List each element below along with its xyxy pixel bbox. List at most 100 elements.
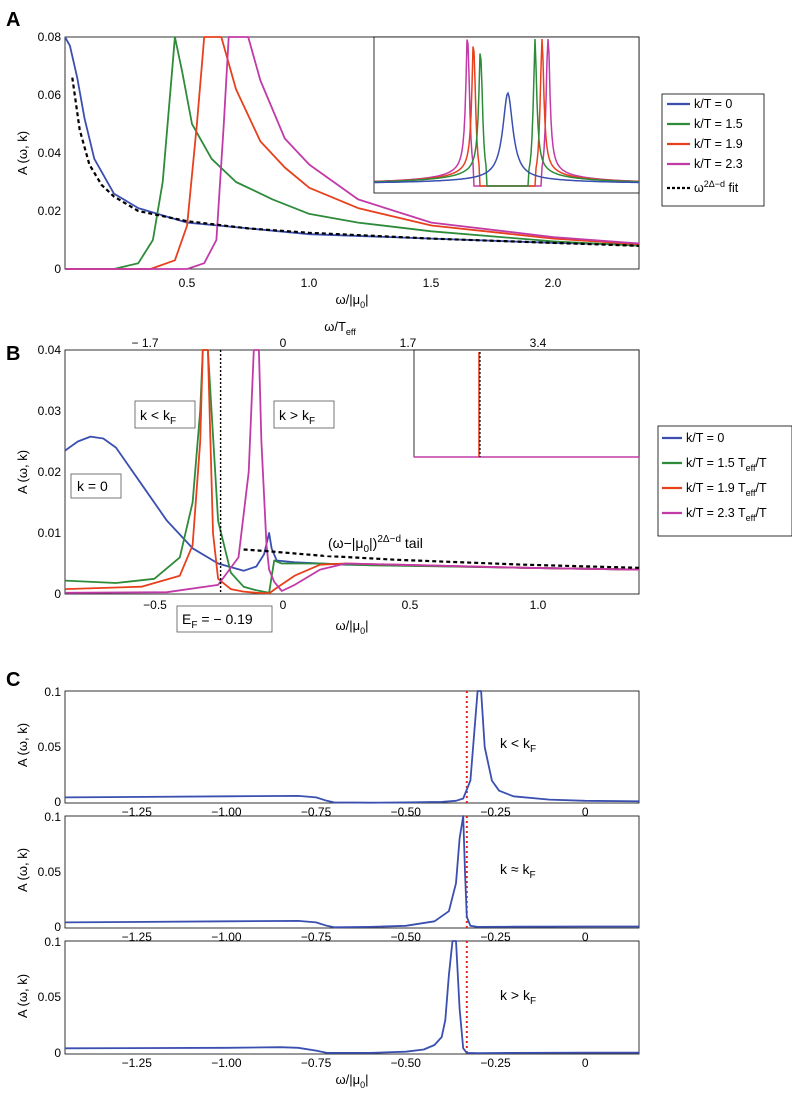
panel-c-xlabel: ω/|μ0| [335, 1072, 368, 1090]
legend-label-a0: k/T = 0 [694, 97, 732, 111]
panel-b-top-xtick: 1.7 [400, 336, 417, 350]
panel-b-ytick: 0.03 [38, 404, 62, 418]
panel-c-ytick: 0.1 [44, 685, 61, 699]
panel-b-xtick: 0.5 [402, 598, 419, 612]
panel-a-legend: k/T = 0 k/T = 1.5 k/T = 1.9 k/T = 2.3 ω2… [661, 93, 765, 207]
panel-c-xtick: −0.25 [480, 1056, 511, 1070]
series-c-1 [64, 815, 639, 929]
annotation-c1: k < kF [500, 735, 536, 755]
panel-label-c: C [6, 669, 20, 691]
panel-c-xtick: −1.25 [122, 930, 153, 944]
series-b-4 [243, 548, 640, 569]
panel-a-xtick: 0.5 [179, 276, 196, 290]
panel-b-xtick: 1.0 [530, 598, 547, 612]
legend-label-a4: ω2Δ−d fit [694, 179, 739, 195]
legend-label-b3: k/T = 2.3 Teff/T [686, 506, 767, 523]
panel-b-ylabel: A (ω, k) [15, 450, 30, 494]
annotation-fermi-energy: EF = − 0.19 [176, 605, 273, 633]
annotation-k-gt-kf: k > kF [273, 400, 335, 429]
panel-a-xlabel: ω/|μ0| [335, 292, 368, 310]
panel-a-xtick: 1.5 [423, 276, 440, 290]
panel-a-ylabel: A (ω, k) [15, 131, 30, 175]
legend-label-a3: k/T = 2.3 [694, 157, 743, 171]
panel-c-xtick: 0 [582, 930, 589, 944]
panel-c-subplot-3: 0 0.05 0.1 A (ω, k) k > kF [15, 935, 640, 1060]
svg-text:EF = − 0.19: EF = − 0.19 [182, 611, 253, 631]
series-a-3 [65, 36, 640, 270]
panel-label-b: B [6, 343, 20, 365]
panel-b-top-xlabel: ω/Teff [324, 319, 356, 337]
panel-a-ytick: 0 [54, 262, 61, 276]
series-a-0 [64, 36, 640, 246]
annotation-tail: (ω−|μ0|)2Δ−d tail [323, 526, 473, 556]
svg-text:(ω−|μ0|)2Δ−d tail: (ω−|μ0|)2Δ−d tail [328, 534, 423, 555]
panel-b-ytick: 0.04 [38, 343, 62, 357]
panel-b-inset-plot [414, 352, 639, 458]
panel-c-ytick: 0.1 [44, 810, 61, 824]
panel-c-subplot-2: 0 0.05 0.1 A (ω, k) k ≈ kF [15, 810, 640, 934]
series-c-0 [64, 690, 640, 804]
panel-b-ytick: 0.02 [38, 465, 62, 479]
panel-b-inset [413, 349, 640, 458]
panel-c-ylabel: A (ω, k) [15, 723, 30, 767]
panel-c-subplot-1: 0 0.05 0.1 A (ω, k) k < kF [15, 685, 640, 809]
legend-label-a1: k/T = 1.5 [694, 117, 743, 131]
legend-label-a2: k/T = 1.9 [694, 137, 743, 151]
panel-c-xtick: −0.25 [480, 805, 511, 819]
legend-label-b1: k/T = 1.5 Teff/T [686, 456, 767, 473]
panel-c-xtick: −0.50 [391, 1056, 422, 1070]
panel-c-xtick: −0.75 [301, 805, 332, 819]
panel-b-top-xtick: 3.4 [530, 336, 547, 350]
panel-a-xtick: 1.0 [301, 276, 318, 290]
panel-c-ytick: 0.05 [38, 740, 62, 754]
panel-c-ytick: 0 [54, 1046, 61, 1060]
panel-a-inset [373, 36, 640, 194]
panel-c-xtick: −1.00 [211, 805, 242, 819]
panel-c-xticks: −1.25 −1.00 −0.75 −0.50 −0.25 0 −1.25 −1.00 −0.7… [122, 805, 589, 1070]
panel-b-ytick: 0 [54, 587, 61, 601]
panel-b-axes [64, 349, 640, 595]
series-b-2 [64, 349, 640, 595]
panel-b-plot [64, 349, 640, 595]
panel-a-ytick: 0.02 [38, 204, 62, 218]
series-a-1 [65, 36, 640, 270]
annotation-k-lt-kf: k < kF [134, 400, 196, 429]
annotation-c3: k > kF [500, 987, 536, 1007]
svg-text:k = 0: k = 0 [77, 478, 108, 494]
panel-a-ytick: 0.06 [38, 88, 62, 102]
inset-a-series-2 [373, 38, 639, 187]
legend-label-b0: k/T = 0 [686, 431, 724, 445]
inset-a-series-blue [374, 91, 639, 184]
panel-c-ytick: 0.05 [38, 865, 62, 879]
panel-a-inset-plot [373, 38, 639, 187]
panel-c-xtick: −1.00 [211, 930, 242, 944]
panel-c-ytick: 0 [54, 920, 61, 934]
panel-b-top-xtick: 0 [280, 336, 287, 350]
panel-b-ytick: 0.01 [38, 526, 62, 540]
series-a-2 [65, 36, 640, 270]
panel-c-xtick: 0 [582, 805, 589, 819]
panel-c-xtick: −1.25 [122, 1056, 153, 1070]
panel-c-xtick: 0 [582, 1056, 589, 1070]
legend-label-b2: k/T = 1.9 Teff/T [686, 481, 767, 498]
svg-text:k > kF: k > kF [279, 407, 315, 427]
panel-c-ylabel: A (ω, k) [15, 974, 30, 1018]
panel-c-xtick: −0.50 [391, 805, 422, 819]
panel-c-xtick: −0.75 [301, 930, 332, 944]
panel-c-xtick: −0.50 [391, 930, 422, 944]
panel-b-xlabel: ω/|μ0| [335, 618, 368, 636]
panel-b-xtick: 0 [280, 598, 287, 612]
panel-a-xtick: 2.0 [545, 276, 562, 290]
panel-c-xtick: −1.25 [122, 805, 153, 819]
panel-c-xtick: −1.00 [211, 1056, 242, 1070]
panel-b-top-xtick: − 1.7 [131, 336, 158, 350]
panel-c-xtick: −0.25 [480, 930, 511, 944]
panel-a-ytick: 0.04 [38, 146, 62, 160]
panel-c-xtick: −0.75 [301, 1056, 332, 1070]
panel-c-ytick: 0 [54, 795, 61, 809]
panel-c-ytick: 0.1 [44, 935, 61, 949]
panel-a-ytick: 0.08 [38, 30, 62, 44]
series-a-4 [71, 77, 640, 247]
panel-label-a: A [6, 9, 20, 31]
panel-c-ylabel: A (ω, k) [15, 848, 30, 892]
